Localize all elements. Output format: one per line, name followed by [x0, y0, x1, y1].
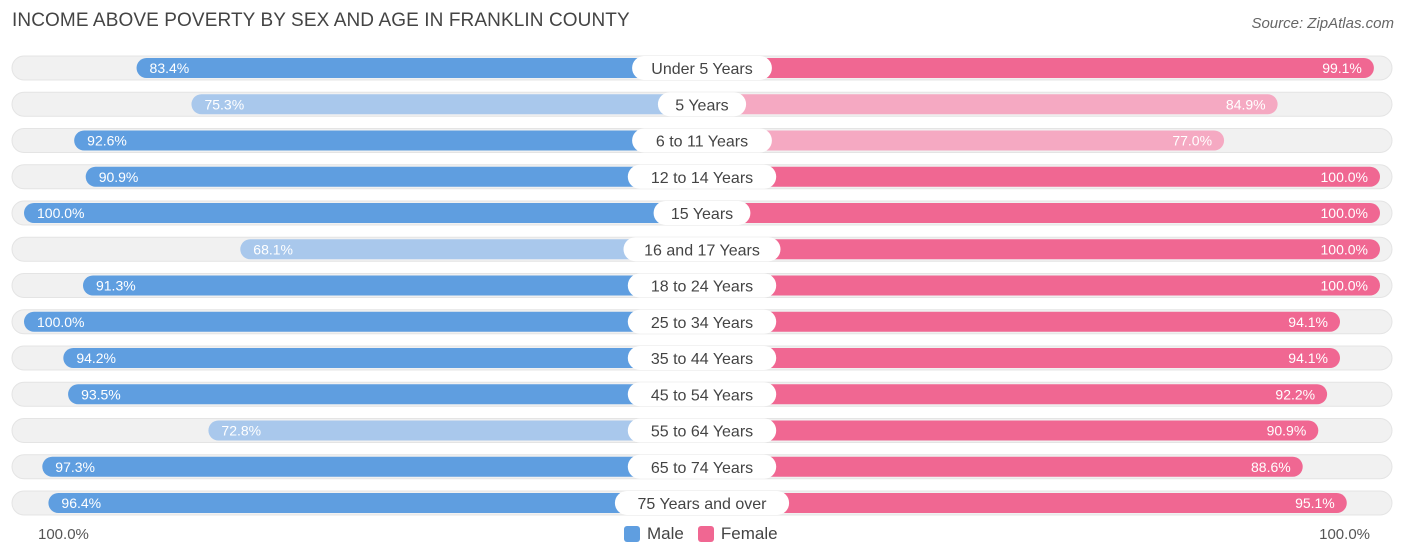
male-value-label: 72.8% — [221, 423, 261, 439]
category-pill — [627, 309, 777, 334]
bar-chart: 83.4% 99.1% Under 5 Years 75.3% 84.9% 5 Years… — [11, 55, 1393, 516]
legend-item-male: Male — [624, 524, 684, 544]
male-value-label: 96.4% — [61, 495, 101, 511]
female-bar — [702, 203, 1380, 223]
male-bar — [24, 203, 702, 223]
axis-right-label: 100.0% — [1319, 526, 1370, 543]
male-value-label: 75.3% — [204, 96, 244, 112]
category-pill — [657, 92, 747, 117]
category-label: 65 to 74 Years — [651, 460, 753, 477]
female-value-label: 90.9% — [1267, 423, 1307, 439]
male-value-label: 100.0% — [37, 205, 84, 221]
category-label: 16 and 17 Years — [644, 242, 760, 259]
female-bar — [702, 166, 1380, 187]
category-label: 18 to 24 Years — [651, 279, 753, 296]
category-pill — [653, 201, 751, 225]
category-label: 12 to 14 Years — [651, 170, 753, 187]
female-value-label: 88.6% — [1251, 459, 1291, 475]
male-value-label: 91.3% — [96, 278, 136, 294]
female-value-label: 92.2% — [1275, 386, 1315, 402]
female-bar — [702, 493, 1347, 513]
category-pill — [614, 491, 790, 515]
category-label: 5 Years — [675, 97, 728, 114]
category-pill — [627, 454, 777, 479]
female-bar — [702, 456, 1303, 477]
category-label: Under 5 Years — [651, 61, 752, 78]
category-label: 15 Years — [671, 206, 733, 223]
legend-swatch-female — [697, 526, 714, 542]
legend: Male Female — [624, 524, 792, 544]
female-value-label: 99.1% — [1322, 60, 1362, 76]
legend-swatch-male — [624, 526, 640, 542]
female-value-label: 100.0% — [1321, 278, 1368, 294]
category-pill — [632, 56, 772, 80]
category-pill — [627, 273, 777, 298]
male-value-label: 97.3% — [55, 459, 95, 475]
male-bar — [63, 348, 703, 368]
source-credit: Source: ZipAtlas.com — [1251, 15, 1394, 32]
female-bar — [702, 311, 1340, 332]
female-bar — [702, 239, 1380, 260]
female-bar — [702, 58, 1374, 78]
category-pill — [623, 237, 781, 262]
category-label: 35 to 44 Years — [651, 351, 753, 368]
category-pill — [627, 418, 777, 443]
category-pill — [632, 128, 772, 153]
female-value-label: 84.9% — [1226, 96, 1266, 112]
female-bar — [702, 384, 1328, 405]
male-value-label: 92.6% — [87, 133, 127, 149]
male-value-label: 68.1% — [253, 241, 293, 257]
category-pill — [627, 346, 777, 370]
male-bar — [74, 130, 702, 151]
category-pill — [627, 382, 777, 407]
female-value-label: 94.1% — [1288, 314, 1328, 330]
category-pill — [627, 164, 777, 189]
female-value-label: 77.0% — [1172, 133, 1212, 149]
male-bar — [136, 58, 703, 78]
female-bar — [702, 348, 1340, 368]
axis-left-label: 100.0% — [38, 526, 89, 543]
legend-label-male: Male — [647, 524, 684, 543]
male-value-label: 100.0% — [37, 314, 84, 330]
male-bar — [68, 384, 702, 405]
male-value-label: 94.2% — [76, 350, 116, 366]
female-value-label: 94.1% — [1288, 350, 1328, 366]
female-bar — [702, 94, 1278, 115]
male-bar — [208, 420, 702, 441]
male-bar — [42, 456, 702, 477]
category-label: 6 to 11 Years — [656, 134, 748, 151]
male-bar — [24, 311, 702, 332]
male-bar — [85, 166, 702, 187]
category-label: 45 to 54 Years — [651, 387, 753, 404]
male-value-label: 93.5% — [81, 386, 121, 402]
female-bar — [702, 130, 1225, 151]
category-label: 75 Years and over — [638, 496, 768, 513]
female-value-label: 100.0% — [1321, 241, 1368, 257]
category-label: 25 to 34 Years — [651, 315, 753, 332]
legend-item-female: Female — [697, 524, 778, 544]
male-bar — [240, 239, 703, 260]
male-bar — [191, 94, 702, 115]
legend-label-female: Female — [720, 524, 778, 543]
female-bar — [702, 275, 1380, 296]
female-value-label: 100.0% — [1321, 205, 1368, 221]
female-value-label: 100.0% — [1321, 169, 1368, 185]
female-bar — [702, 420, 1319, 441]
male-bar — [82, 275, 702, 296]
female-value-label: 95.1% — [1295, 495, 1335, 511]
category-label: 55 to 64 Years — [651, 424, 753, 441]
chart-title: INCOME ABOVE POVERTY BY SEX AND AGE IN F… — [12, 10, 630, 31]
male-bar — [48, 493, 702, 513]
male-value-label: 90.9% — [99, 169, 139, 185]
male-value-label: 83.4% — [150, 60, 190, 76]
